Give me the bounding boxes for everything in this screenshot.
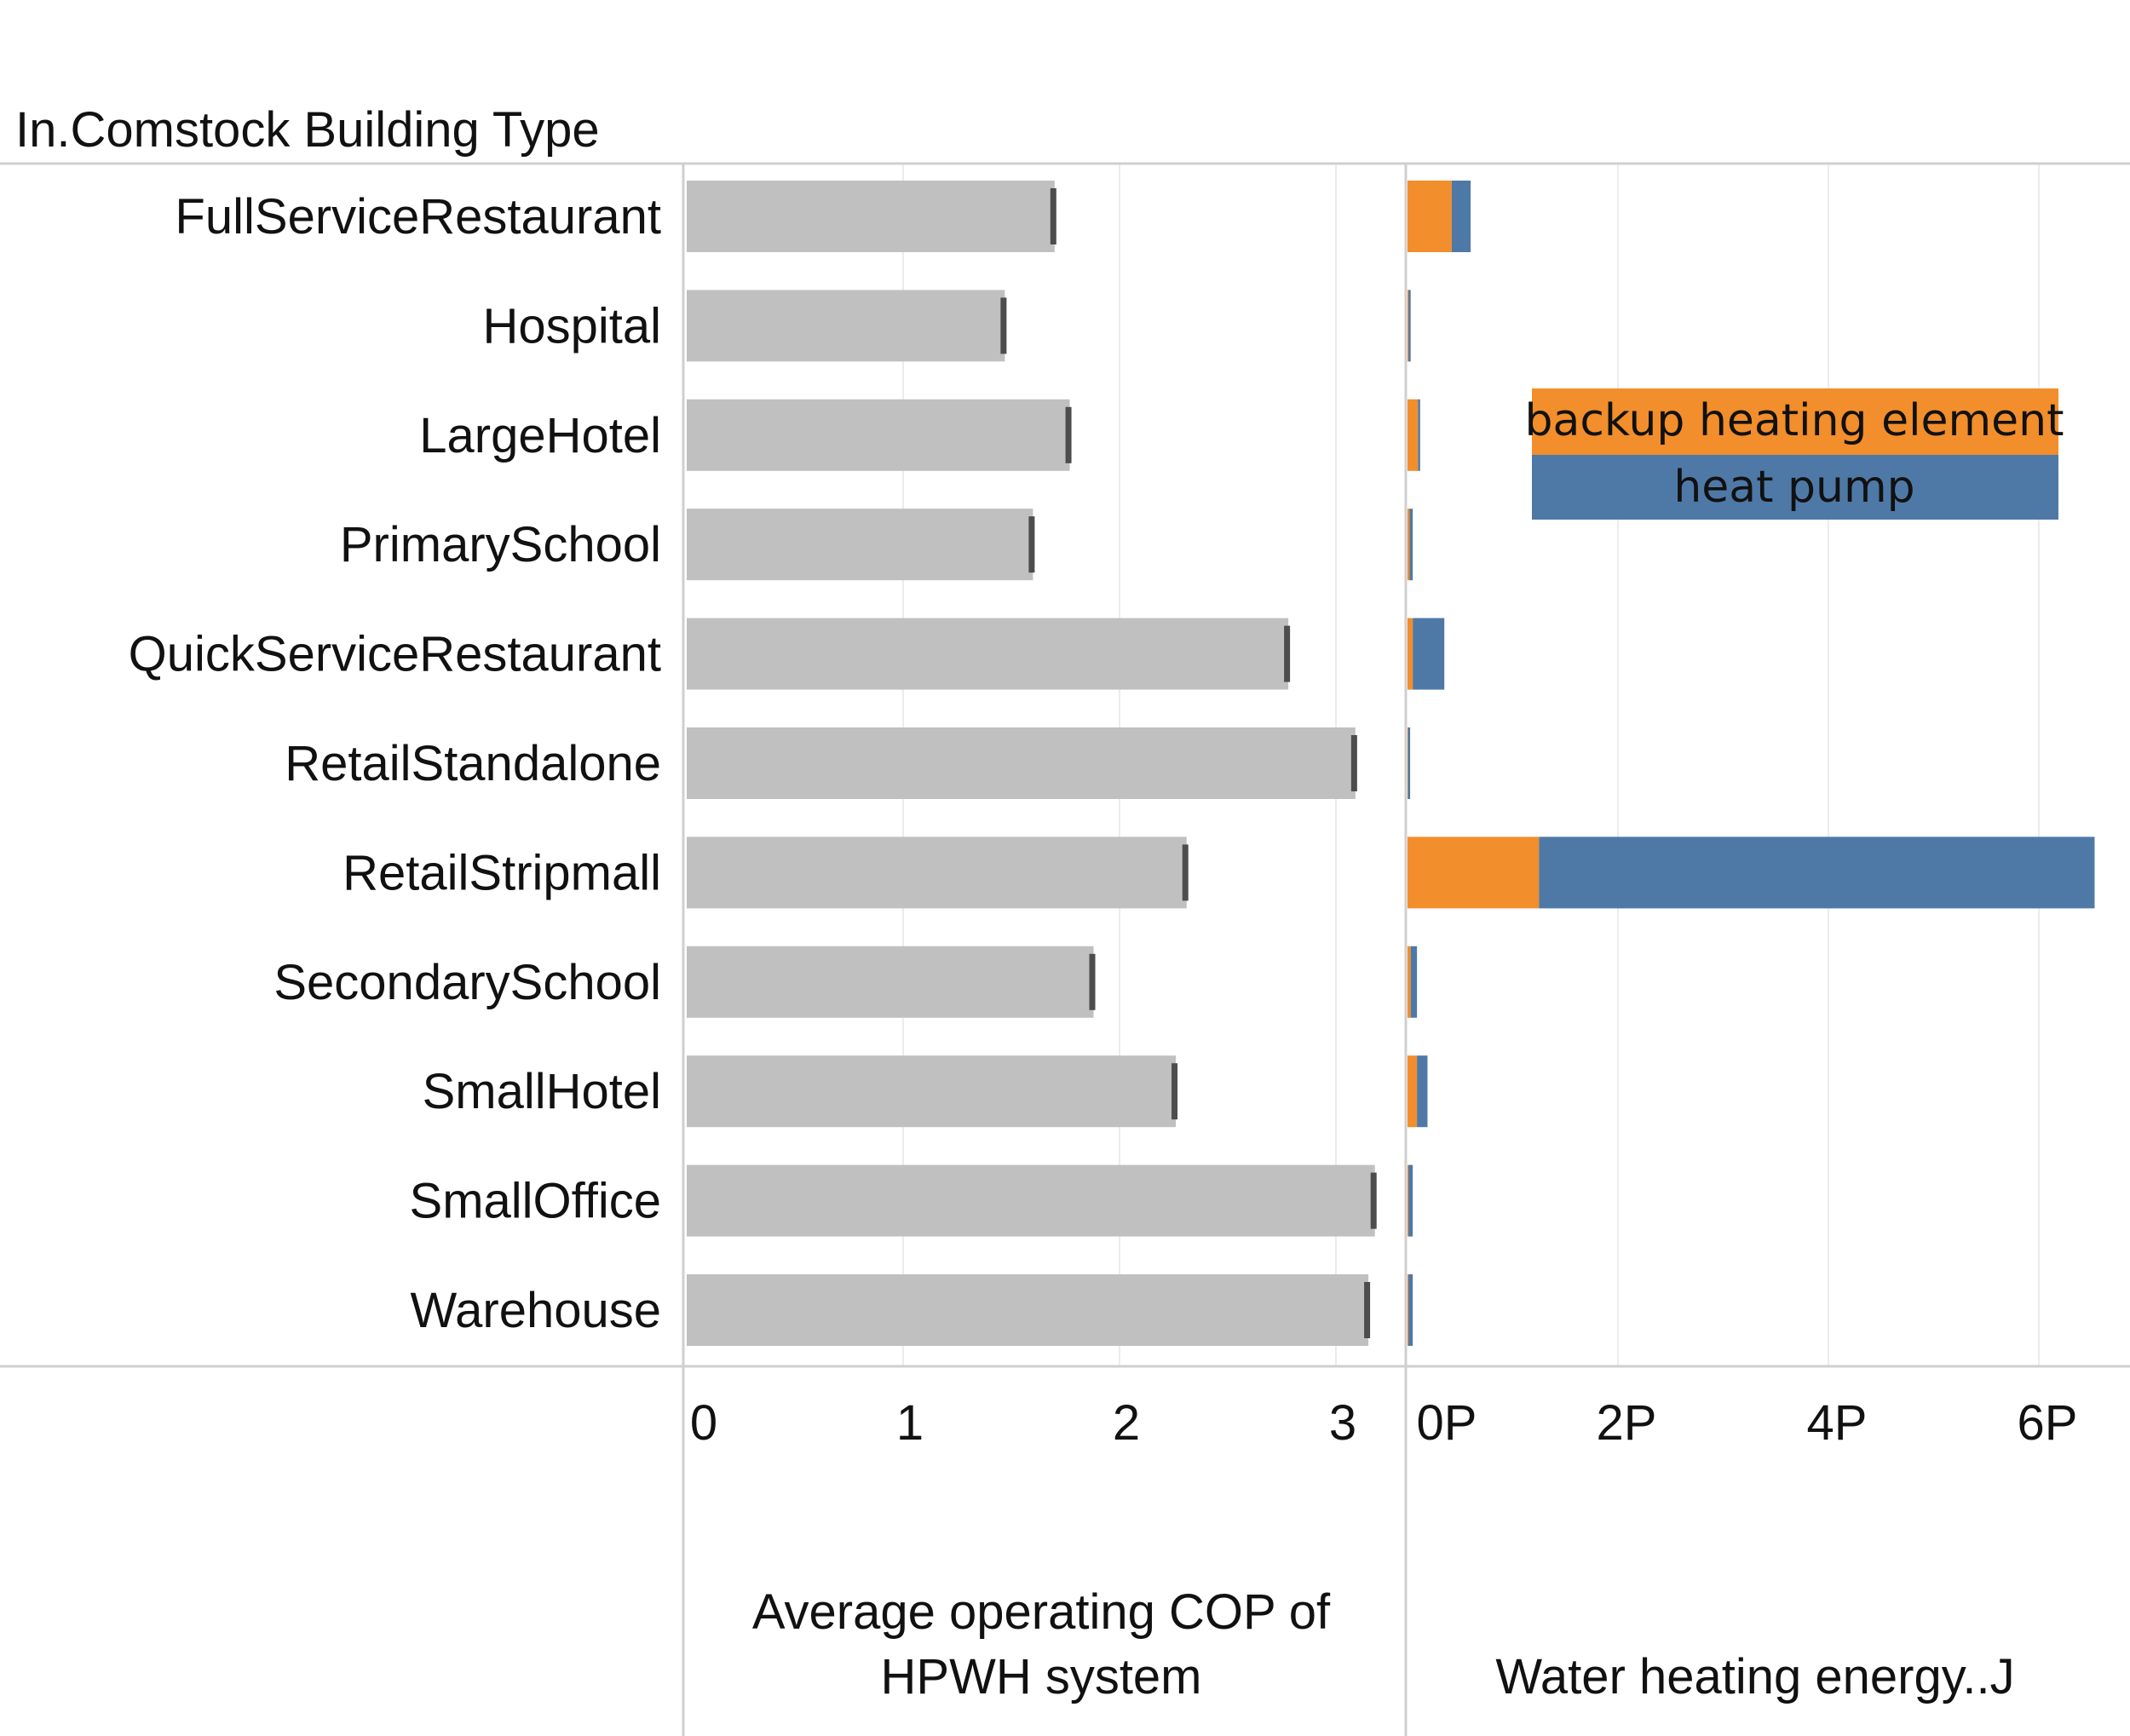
energy-tick-label-4P: 4P — [1807, 1395, 1868, 1451]
energy-bar-full-service-restaurant-backup-heating-element — [1408, 181, 1452, 252]
energy-bar-small-hotel-heat-pump — [1417, 1055, 1428, 1128]
category-labels: FullServiceRestaurant Hospital LargeHotel P… — [129, 189, 661, 1338]
cop-tick-label-2: 2 — [1113, 1395, 1140, 1451]
cop-bar-small-hotel — [687, 1055, 1177, 1128]
cop-bar-warehouse — [687, 1274, 1369, 1346]
cop-tick-label-3: 3 — [1329, 1395, 1356, 1451]
category-label-hospital: Hospital — [482, 298, 661, 354]
category-label-quick-service-restaurant: QuickServiceRestaurant — [129, 627, 661, 682]
energy-bar-small-office-heat-pump — [1408, 1164, 1413, 1237]
category-label-primary-school: PrimarySchool — [340, 517, 661, 572]
category-label-full-service-restaurant: FullServiceRestaurant — [175, 189, 661, 244]
energy-bar-quick-service-restaurant-backup-heating-element — [1408, 618, 1413, 690]
category-label-retail-standalone: RetailStandalone — [285, 736, 661, 791]
category-label-retail-stripmall: RetailStripmall — [343, 845, 661, 900]
cop-axis-title-line-1: Average operating COP of — [752, 1584, 1331, 1640]
energy-bar-primary-school-backup-heating-element — [1408, 509, 1410, 581]
cop-bar-small-office — [687, 1164, 1375, 1237]
energy-bar-retail-stripmall-heat-pump — [1539, 836, 2095, 909]
cop-bar-quick-service-restaurant — [687, 618, 1289, 690]
cop-marker-secondary-school — [1089, 953, 1096, 1010]
energy-bar-primary-school-heat-pump — [1409, 509, 1413, 581]
energy-bar-quick-service-restaurant-heat-pump — [1413, 618, 1445, 690]
legend-box-backup-heating-element — [1532, 388, 2058, 455]
energy-bar-secondary-school-backup-heating-element — [1408, 946, 1411, 1018]
cop-marker-primary-school — [1028, 516, 1035, 573]
energy-bar-retail-standalone-heat-pump — [1408, 727, 1411, 799]
cop-marker-hospital — [1000, 297, 1007, 354]
cop-marker-retail-standalone — [1350, 735, 1357, 791]
cop-axis-title-line-2: HPWH system — [881, 1649, 1202, 1704]
energy-bar-warehouse-heat-pump — [1408, 1274, 1413, 1346]
energy-bar-hospital-backup-heating-element — [1408, 290, 1409, 362]
cop-marker-small-hotel — [1172, 1063, 1178, 1120]
energy-bar-small-hotel-backup-heating-element — [1408, 1055, 1418, 1128]
energy-bar-secondary-school-heat-pump — [1410, 946, 1418, 1018]
cop-tick-label-1: 1 — [896, 1395, 924, 1451]
cop-marker-small-office — [1370, 1172, 1377, 1229]
cop-marker-retail-stripmall — [1182, 844, 1189, 901]
energy-tick-label-0P: 0P — [1417, 1395, 1477, 1451]
cop-bar-retail-standalone — [687, 727, 1356, 799]
cop-bar-large-hotel — [687, 399, 1070, 471]
energy-tick-label-2P: 2P — [1597, 1395, 1657, 1451]
energy-bar-retail-stripmall-backup-heating-element — [1408, 836, 1540, 909]
cop-marker-quick-service-restaurant — [1284, 625, 1291, 682]
energy-bar-large-hotel-backup-heating-element — [1408, 399, 1419, 471]
legend: backup heating element heat pump — [1524, 388, 2064, 520]
cop-marker-warehouse — [1364, 1282, 1371, 1338]
cop-axis-ticks: 0 1 2 3 — [690, 1395, 1356, 1451]
energy-bar-hospital-heat-pump — [1408, 290, 1411, 362]
energy-bar-full-service-restaurant-heat-pump — [1451, 181, 1471, 252]
category-label-warehouse: Warehouse — [411, 1283, 661, 1338]
category-label-small-hotel: SmallHotel — [423, 1064, 661, 1119]
energy-bars — [1408, 181, 2095, 1346]
energy-bar-small-office-backup-heating-element — [1408, 1164, 1409, 1237]
energy-tick-label-6P: 6P — [2018, 1395, 2078, 1451]
legend-box-heat-pump — [1532, 455, 2058, 520]
cop-marker-large-hotel — [1065, 406, 1072, 463]
energy-axis-ticks: 0P 2P 4P 6P — [1417, 1395, 2078, 1451]
energy-bar-warehouse-backup-heating-element — [1408, 1274, 1409, 1346]
cop-bar-retail-stripmall — [687, 836, 1187, 909]
energy-bar-large-hotel-heat-pump — [1418, 399, 1420, 471]
chart-frame — [0, 162, 2130, 1736]
legend-label-backup-heating-element: backup heating element — [1524, 395, 2064, 446]
header-label: In.Comstock Building Type — [15, 102, 600, 158]
cop-bar-hospital — [687, 290, 1005, 362]
legend-label-heat-pump: heat pump — [1673, 462, 1914, 513]
category-label-large-hotel: LargeHotel — [419, 408, 661, 463]
cop-bars — [687, 181, 1377, 1346]
cop-tick-label-0: 0 — [690, 1395, 717, 1451]
cop-bar-secondary-school — [687, 946, 1094, 1018]
cop-bar-primary-school — [687, 509, 1033, 581]
category-label-small-office: SmallOffice — [410, 1174, 661, 1229]
cop-marker-full-service-restaurant — [1050, 188, 1056, 244]
cop-bar-full-service-restaurant — [687, 181, 1055, 252]
energy-axis-title: Water heating energy..J — [1495, 1649, 2014, 1704]
category-label-secondary-school: SecondarySchool — [273, 955, 661, 1010]
